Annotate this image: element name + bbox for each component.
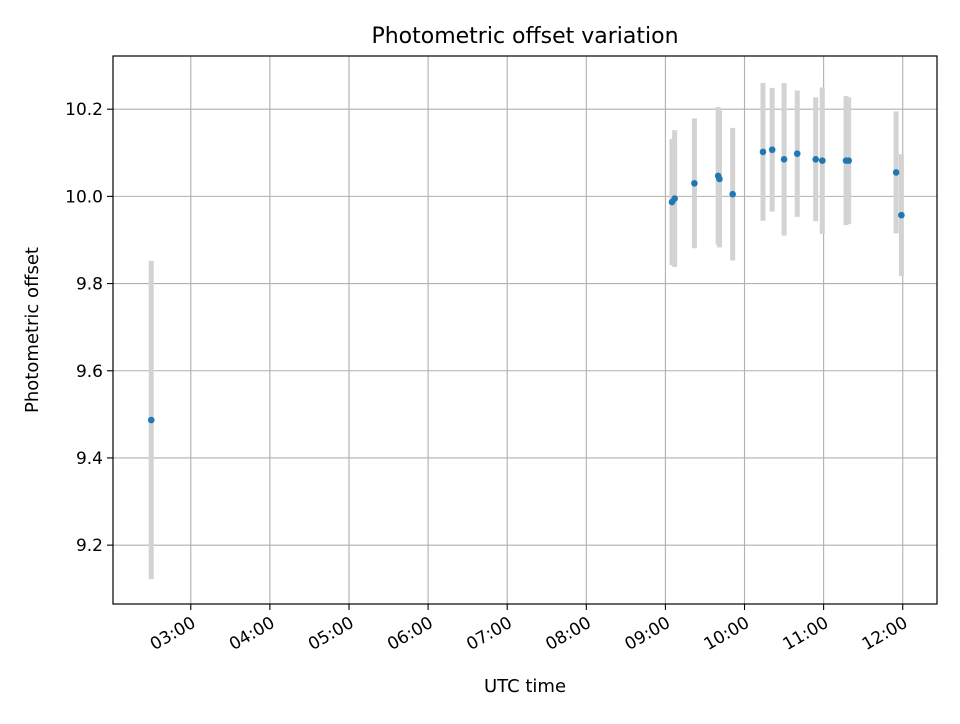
data-point xyxy=(793,150,801,157)
y-tick-label: 10.2 xyxy=(65,100,103,120)
plot-area-frame xyxy=(112,55,938,605)
data-point xyxy=(147,416,155,424)
data-point xyxy=(818,157,826,164)
data-point xyxy=(691,179,698,187)
y-tick-label: 9.6 xyxy=(76,362,103,382)
y-axis-ticks: 9.2 9.4 9.6 9.8 10.0 10.2 xyxy=(65,100,113,556)
y-tick-label: 9.4 xyxy=(76,449,103,469)
data-point xyxy=(671,195,678,202)
data-point xyxy=(892,169,900,176)
y-tick-label: 9.8 xyxy=(76,275,103,295)
data-point xyxy=(759,148,767,156)
chart-title: Photometric offset variation xyxy=(371,24,678,49)
data-point xyxy=(780,156,788,163)
y-tick-label: 10.0 xyxy=(65,187,103,207)
data-point xyxy=(768,146,776,154)
data-point xyxy=(845,157,852,164)
data-point xyxy=(716,175,723,183)
data-point xyxy=(812,156,820,163)
data-points xyxy=(147,146,905,424)
data-point xyxy=(729,190,736,198)
y-axis-label: Photometric offset xyxy=(22,247,43,413)
data-point xyxy=(898,211,905,219)
y-tick-label: 9.2 xyxy=(76,536,103,556)
x-axis-label: UTC time xyxy=(484,676,566,697)
